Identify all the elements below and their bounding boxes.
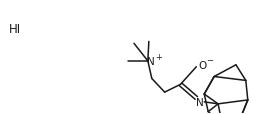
Text: N: N: [147, 56, 155, 66]
Text: O: O: [198, 60, 206, 70]
Text: HI: HI: [9, 23, 22, 36]
Text: −: −: [206, 56, 213, 65]
Text: N: N: [196, 97, 204, 107]
Text: +: +: [155, 52, 162, 61]
